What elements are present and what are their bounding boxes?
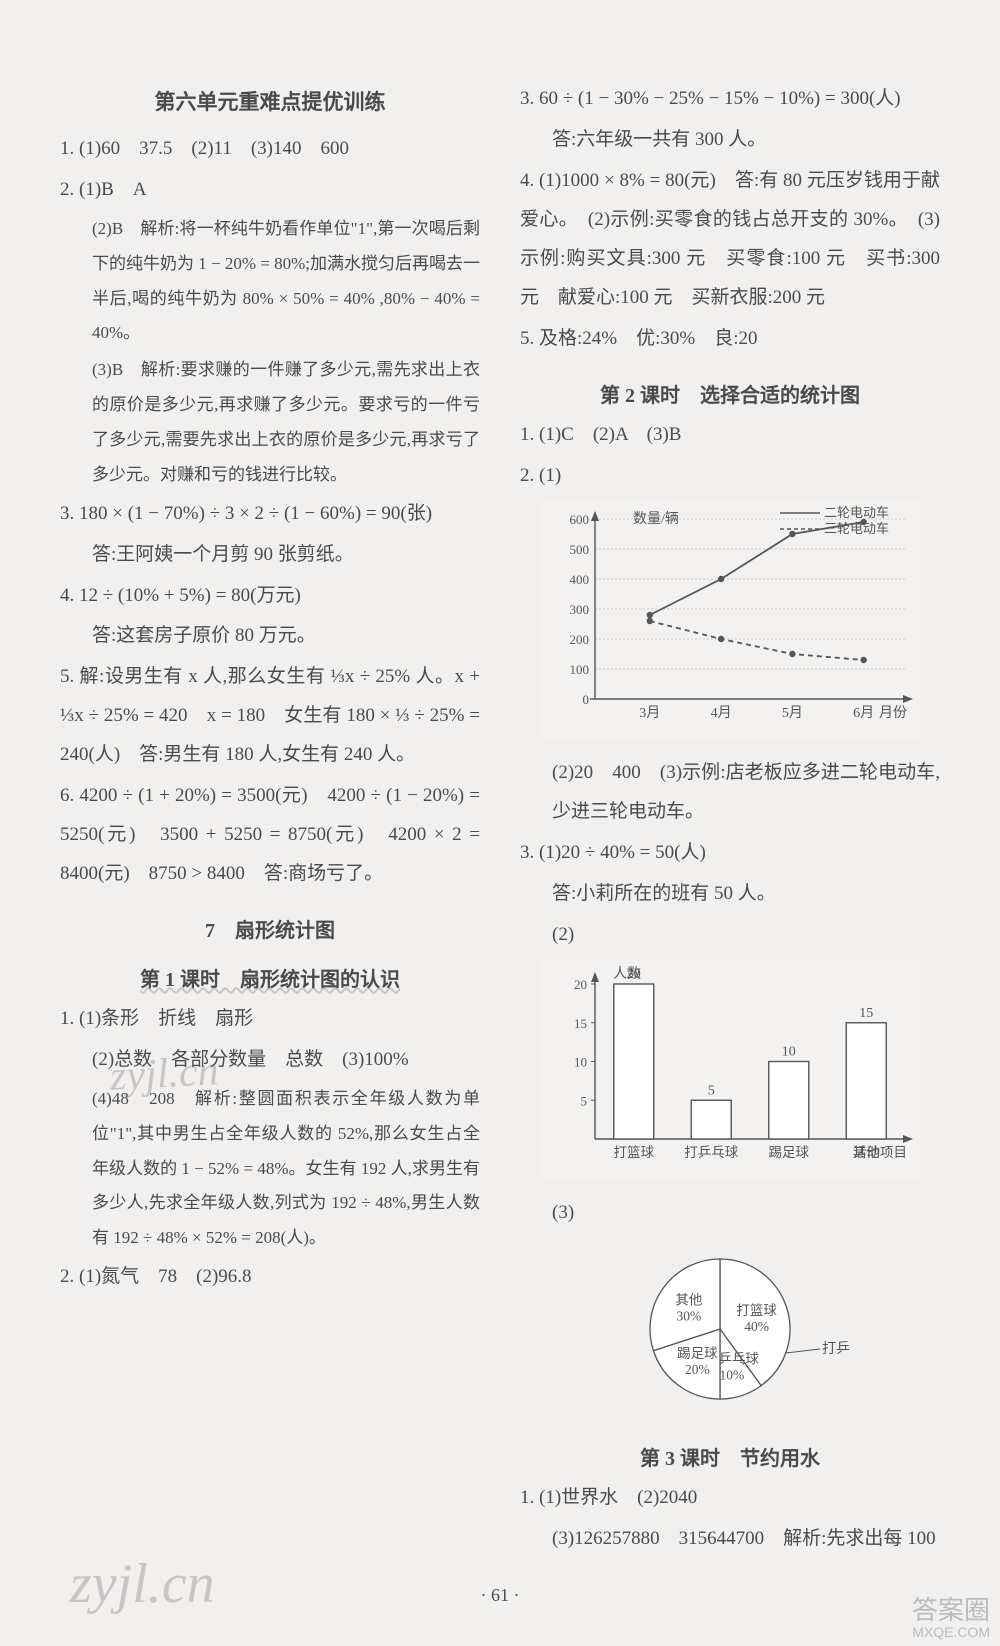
svg-text:500: 500 xyxy=(570,542,590,557)
svg-text:3月: 3月 xyxy=(639,705,660,721)
q1: 1. (1)60 37.5 (2)11 (3)140 600 xyxy=(60,130,480,169)
q5: 5. 解:设男生有 x 人,那么女生有 ⅓x ÷ 25% 人。x + ⅓x ÷ … xyxy=(60,658,480,775)
svg-text:10%: 10% xyxy=(720,1368,745,1383)
s3-1: 1. (1)世界水 (2)2040 xyxy=(520,1479,940,1518)
svg-text:300: 300 xyxy=(570,602,590,617)
svg-text:100: 100 xyxy=(570,662,590,677)
s2-3-2: (2) xyxy=(520,916,940,955)
r-q4: 4. (1)1000 × 8% = 80(元) 答:有 80 元压岁钱用于献爱心… xyxy=(520,162,940,318)
q2a: 2. (1)B A xyxy=(60,171,480,210)
svg-text:月份: 月份 xyxy=(879,705,907,721)
s2-3-3: (3) xyxy=(520,1194,940,1233)
svg-text:数量/辆: 数量/辆 xyxy=(633,511,679,527)
svg-text:0: 0 xyxy=(583,692,590,707)
s7-2: (2)总数 各部分数量 总数 (3)100% xyxy=(60,1041,480,1080)
svg-text:600: 600 xyxy=(570,512,590,527)
s2-2-2: (2)20 400 (3)示例:店老板应多进二轮电动车,少进三轮电动车。 xyxy=(520,754,940,832)
s2-2-1: 2. (1) xyxy=(520,457,940,496)
sec7-title: 7 扇形统计图 xyxy=(60,914,480,943)
svg-text:踢足球: 踢足球 xyxy=(769,1145,810,1160)
svg-text:踢足球: 踢足球 xyxy=(677,1346,718,1361)
svg-text:20: 20 xyxy=(627,967,641,982)
svg-text:4月: 4月 xyxy=(711,705,732,721)
r-q3b: 答:六年级一共有 300 人。 xyxy=(520,121,940,160)
svg-text:打篮球: 打篮球 xyxy=(736,1302,777,1318)
svg-text:打乒乓球: 打乒乓球 xyxy=(684,1144,738,1160)
r-q5: 5. 及格:24% 优:30% 良:20 xyxy=(520,320,940,359)
pie-chart-svg: 打篮球40%打乒乓球10%踢足球20%其他30%打乒乓球 xyxy=(610,1237,850,1417)
s2-1: 1. (1)C (2)A (3)B xyxy=(520,416,940,455)
bar-chart-svg: 5101520人数20打篮球5打乒乓球10踢足球15其他活动项目 xyxy=(540,959,920,1179)
svg-text:打乒乓球: 打乒乓球 xyxy=(822,1340,850,1357)
svg-text:40%: 40% xyxy=(744,1319,769,1334)
svg-text:5: 5 xyxy=(708,1083,715,1098)
s2-3a: 3. (1)20 ÷ 40% = 50(人) xyxy=(520,834,940,873)
s7-q2: 2. (1)氮气 78 (2)96.8 xyxy=(60,1258,480,1297)
svg-text:200: 200 xyxy=(570,632,590,647)
left-column: 第六单元重难点提优训练 1. (1)60 37.5 (2)11 (3)140 6… xyxy=(60,80,480,1561)
sec3-title: 第 3 课时 节约用水 xyxy=(520,1442,940,1471)
svg-text:400: 400 xyxy=(570,572,590,587)
svg-text:5: 5 xyxy=(581,1093,588,1108)
q4b: 答:这套房子原价 80 万元。 xyxy=(60,617,480,656)
svg-text:15: 15 xyxy=(859,1006,873,1021)
watermark-2: zyjl.cn xyxy=(70,1552,215,1616)
sec2-title: 第 2 课时 选择合适的统计图 xyxy=(520,379,940,408)
bar-chart: 5101520人数20打篮球5打乒乓球10踢足球15其他活动项目 xyxy=(540,959,920,1184)
right-column: 3. 60 ÷ (1 − 30% − 25% − 15% − 10%) = 30… xyxy=(520,80,940,1561)
q2c: (3)B 解析:要求赚的一件赚了多少元,需先求出上衣的原价是多少元,再求赚了多少… xyxy=(60,353,480,492)
svg-text:其他: 其他 xyxy=(675,1292,702,1307)
svg-text:5月: 5月 xyxy=(782,705,803,721)
svg-text:活动项目: 活动项目 xyxy=(853,1145,907,1160)
svg-text:20%: 20% xyxy=(685,1362,710,1377)
sec7-1-title: 第 1 课时 扇形统计图的认识 xyxy=(60,963,480,992)
line-chart-svg: 01002003004005006003月4月5月6月月份数量/辆二轮电动车三轮… xyxy=(540,499,920,739)
s7-4: (4)48 208 解析:整圆面积表示全年级人数为单位"1",其中男生占全年级人… xyxy=(60,1082,480,1256)
q6: 6. 4200 ÷ (1 + 20%) = 3500(元) 4200 ÷ (1 … xyxy=(60,777,480,894)
columns: 第六单元重难点提优训练 1. (1)60 37.5 (2)11 (3)140 6… xyxy=(60,80,940,1561)
svg-text:10: 10 xyxy=(574,1055,587,1070)
page: 第六单元重难点提优训练 1. (1)60 37.5 (2)11 (3)140 6… xyxy=(0,0,1000,1646)
s3-3: (3)126257880 315644700 解析:先求出每 100 xyxy=(520,1520,940,1559)
svg-text:打篮球: 打篮球 xyxy=(614,1144,655,1160)
corner-badge: 答案圈 MXQE.COM xyxy=(902,1590,1000,1646)
svg-text:6月: 6月 xyxy=(853,705,874,721)
q4a: 4. 12 ÷ (10% + 5%) = 80(万元) xyxy=(60,577,480,616)
pie-chart: 打篮球40%打乒乓球10%踢足球20%其他30%打乒乓球 xyxy=(610,1237,850,1422)
svg-text:二轮电动车: 二轮电动车 xyxy=(824,505,889,520)
svg-text:10: 10 xyxy=(782,1045,796,1060)
svg-text:30%: 30% xyxy=(676,1308,701,1323)
s2-3b: 答:小莉所在的班有 50 人。 xyxy=(520,875,940,914)
badge-line2: MXQE.COM xyxy=(912,1625,990,1640)
q3b: 答:王阿姨一个月剪 90 张剪纸。 xyxy=(60,536,480,575)
page-number: · 61 · xyxy=(60,1585,940,1606)
svg-text:15: 15 xyxy=(574,1016,587,1031)
s7-1: 1. (1)条形 折线 扇形 xyxy=(60,1000,480,1039)
r-q3a: 3. 60 ÷ (1 − 30% − 25% − 15% − 10%) = 30… xyxy=(520,80,940,119)
svg-text:20: 20 xyxy=(574,977,587,992)
section-title: 第六单元重难点提优训练 xyxy=(60,86,480,116)
q2b: (2)B 解析:将一杯纯牛奶看作单位"1",第一次喝后剩下的纯牛奶为 1 − 2… xyxy=(60,212,480,351)
badge-line1: 答案圈 xyxy=(912,1596,990,1625)
line-chart: 01002003004005006003月4月5月6月月份数量/辆二轮电动车三轮… xyxy=(540,499,920,744)
q3a: 3. 180 × (1 − 70%) ÷ 3 × 2 ÷ (1 − 60%) =… xyxy=(60,495,480,534)
